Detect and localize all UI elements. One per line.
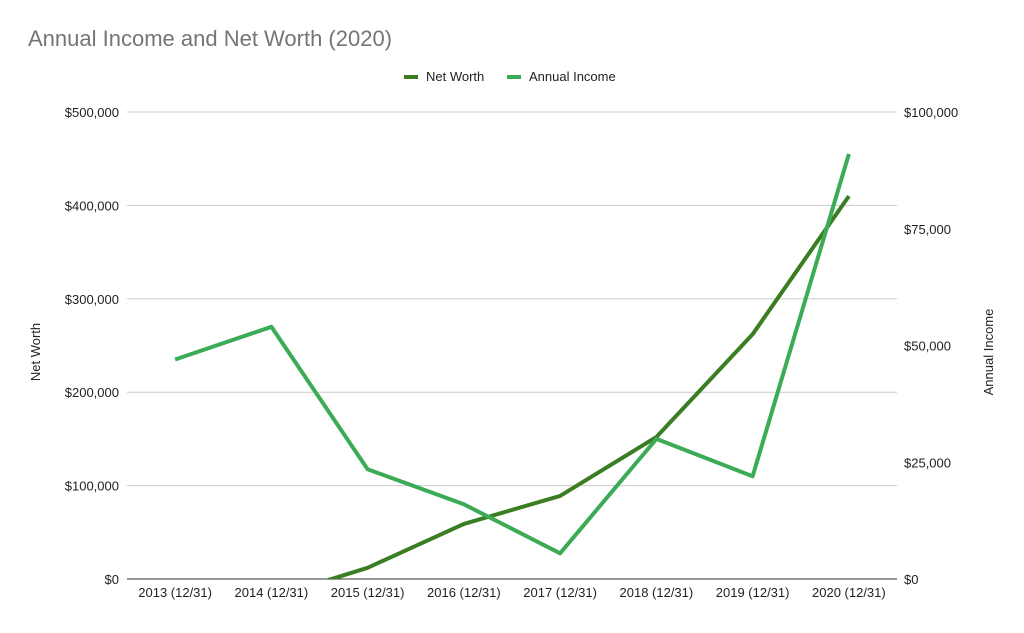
legend: Net Worth Annual Income xyxy=(404,69,616,84)
right-axis-tick-label: $50,000 xyxy=(904,339,951,354)
x-axis-tick-label: 2018 (12/31) xyxy=(620,585,694,600)
left-axis-title: Net Worth xyxy=(28,323,43,381)
series-group xyxy=(174,153,851,579)
left-axis-tick-label: $100,000 xyxy=(65,479,119,494)
left-axis-tick-label: $500,000 xyxy=(65,105,119,120)
x-axis-tick-label: 2017 (12/31) xyxy=(523,585,597,600)
right-axis-ticks: $0 $25,000 $50,000 $75,000 $100,000 xyxy=(904,105,958,587)
x-axis-ticks: 2013 (12/31) 2014 (12/31) 2015 (12/31) 2016… xyxy=(138,585,885,600)
left-axis-tick-label: $400,000 xyxy=(65,198,119,213)
left-axis-tick-label: $200,000 xyxy=(65,385,119,400)
x-axis-tick-label: 2014 (12/31) xyxy=(235,585,309,600)
left-axis-tick-label: $0 xyxy=(105,572,119,587)
left-axis-tick-label: $300,000 xyxy=(65,292,119,307)
gridlines xyxy=(127,111,897,580)
right-axis-tick-label: $75,000 xyxy=(904,222,951,237)
x-axis-tick-label: 2019 (12/31) xyxy=(716,585,790,600)
right-axis-title: Annual Income xyxy=(981,309,996,396)
legend-label-annual-income: Annual Income xyxy=(529,69,616,84)
right-axis-tick-label: $0 xyxy=(904,572,918,587)
chart-title: Annual Income and Net Worth (2020) xyxy=(28,26,392,51)
x-axis-tick-label: 2020 (12/31) xyxy=(812,585,886,600)
left-axis-ticks: $0 $100,000 $200,000 $300,000 $400,000 $500,0… xyxy=(65,105,119,587)
legend-label-net-worth: Net Worth xyxy=(426,69,484,84)
right-axis-tick-label: $25,000 xyxy=(904,455,951,470)
series-line-net-worth xyxy=(324,194,851,579)
x-axis-tick-label: 2013 (12/31) xyxy=(138,585,212,600)
right-axis-tick-label: $100,000 xyxy=(904,105,958,120)
series-line-annual-income xyxy=(174,153,851,556)
x-axis-tick-label: 2015 (12/31) xyxy=(331,585,405,600)
x-axis-tick-label: 2016 (12/31) xyxy=(427,585,501,600)
